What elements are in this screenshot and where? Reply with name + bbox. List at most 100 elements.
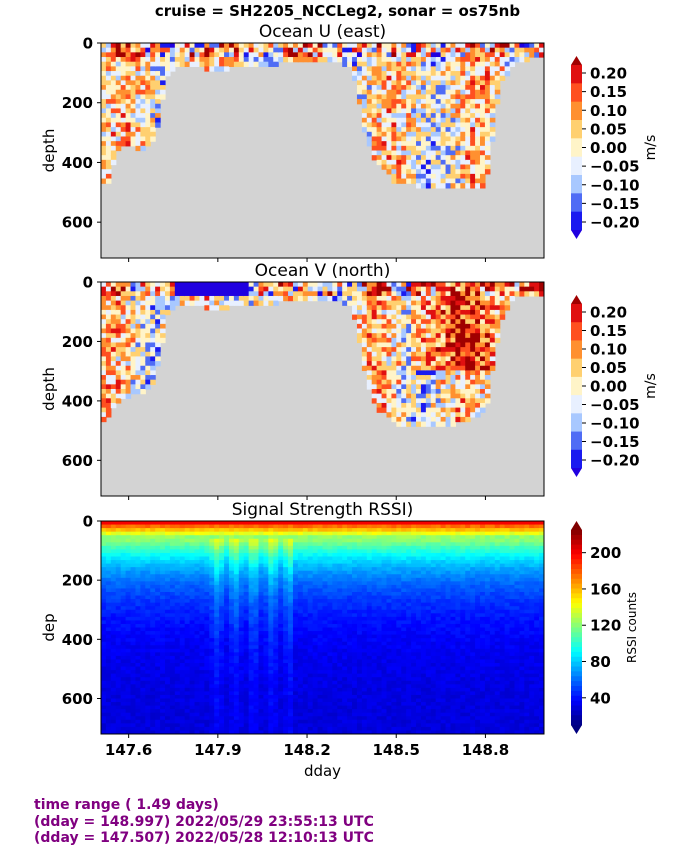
rssi-cell — [164, 521, 171, 526]
velocity-cell — [110, 286, 117, 292]
velocity-cell — [480, 117, 486, 124]
rssi-cell — [160, 648, 166, 653]
velocity-cell — [440, 52, 447, 58]
rssi-cell — [160, 609, 166, 614]
rssi-cell — [135, 613, 141, 618]
velocity-cell — [430, 412, 437, 418]
velocity-cell — [258, 295, 265, 302]
rssi-cell — [278, 577, 284, 582]
rssi-cell — [105, 521, 112, 526]
velocity-cell — [411, 300, 417, 306]
rssi-cell — [278, 719, 284, 724]
rssi-cell — [120, 641, 127, 646]
velocity-cell — [150, 85, 156, 91]
velocity-cell — [130, 305, 137, 311]
rssi-cell — [160, 581, 166, 586]
velocity-cell — [420, 282, 427, 288]
velocity-cell — [376, 108, 383, 114]
rssi-cell — [160, 552, 166, 558]
rssi-cell — [174, 542, 181, 547]
rssi-cell — [140, 552, 146, 558]
rssi-cell — [204, 723, 210, 728]
rssi-cell — [179, 528, 186, 533]
rssi-cell — [179, 691, 186, 696]
velocity-cell — [125, 389, 132, 395]
velocity-cell — [539, 43, 544, 49]
velocity-cell — [366, 108, 373, 114]
rssi-cell — [214, 684, 220, 689]
rssi-cell — [214, 542, 220, 547]
rssi-cell — [105, 556, 112, 561]
rssi-cell — [160, 687, 166, 692]
velocity-cell — [376, 328, 383, 334]
velocity-cell — [174, 295, 181, 302]
velocity-cell — [150, 108, 156, 114]
rssi-cell — [160, 616, 166, 621]
velocity-cell — [450, 145, 456, 152]
rssi-cell — [164, 698, 171, 703]
rssi-cell — [130, 631, 137, 636]
rssi-cell — [125, 659, 132, 664]
velocity-cell — [110, 66, 117, 72]
velocity-cell — [233, 47, 240, 53]
rssi-cell — [224, 528, 230, 533]
rssi-cell — [238, 691, 245, 696]
rssi-cell — [258, 687, 265, 692]
velocity-cell — [450, 57, 456, 63]
rssi-cell — [179, 620, 186, 625]
velocity-cell — [135, 108, 141, 114]
velocity-cell — [361, 291, 368, 297]
velocity-cell — [450, 178, 456, 184]
velocity-cell — [327, 47, 333, 53]
heatmap-cells-0 — [101, 43, 544, 258]
velocity-cell — [435, 164, 442, 170]
velocity-cell — [489, 309, 496, 316]
velocity-cell — [105, 159, 112, 166]
rssi-cell — [233, 666, 240, 671]
velocity-cell — [219, 52, 225, 58]
velocity-cell — [145, 99, 151, 105]
rssi-cell — [263, 631, 269, 636]
rssi-cell — [164, 577, 171, 582]
velocity-cell — [470, 131, 476, 138]
rssi-cell — [120, 726, 127, 732]
velocity-cell — [376, 305, 383, 311]
rssi-cell — [224, 563, 230, 568]
rssi-cell — [243, 631, 250, 636]
velocity-cell — [475, 356, 481, 362]
rssi-cell — [169, 620, 176, 625]
rssi-cell — [228, 655, 235, 661]
velocity-cell — [425, 412, 432, 418]
rssi-cell — [179, 524, 186, 529]
rssi-cell — [204, 634, 210, 639]
rssi-cell — [253, 531, 260, 536]
rssi-cell — [263, 652, 269, 657]
velocity-cell — [465, 71, 471, 77]
rssi-cell — [253, 638, 260, 643]
velocity-cell — [489, 66, 496, 72]
velocity-cell — [420, 375, 427, 381]
rssi-cell — [105, 620, 112, 625]
rssi-cell — [115, 659, 122, 664]
rssi-cell — [155, 663, 161, 668]
rssi-cell — [115, 719, 122, 724]
rssi-cell — [273, 549, 279, 554]
rssi-cell — [258, 613, 265, 618]
rssi-cell — [209, 552, 215, 558]
velocity-cell — [101, 389, 107, 395]
rssi-cell — [209, 641, 215, 646]
velocity-cell — [420, 347, 427, 353]
rssi-cell — [125, 716, 132, 721]
velocity-cell — [475, 314, 481, 320]
velocity-cell — [125, 356, 132, 362]
rssi-cell — [120, 570, 127, 575]
rssi-cell — [194, 716, 201, 721]
velocity-cell — [391, 305, 397, 311]
rssi-cell — [263, 528, 269, 533]
velocity-cell — [224, 57, 230, 63]
velocity-cell — [125, 300, 132, 306]
rssi-cell — [214, 691, 220, 696]
velocity-cell — [435, 89, 442, 96]
velocity-cell — [425, 71, 432, 77]
velocity-cell — [135, 351, 141, 358]
